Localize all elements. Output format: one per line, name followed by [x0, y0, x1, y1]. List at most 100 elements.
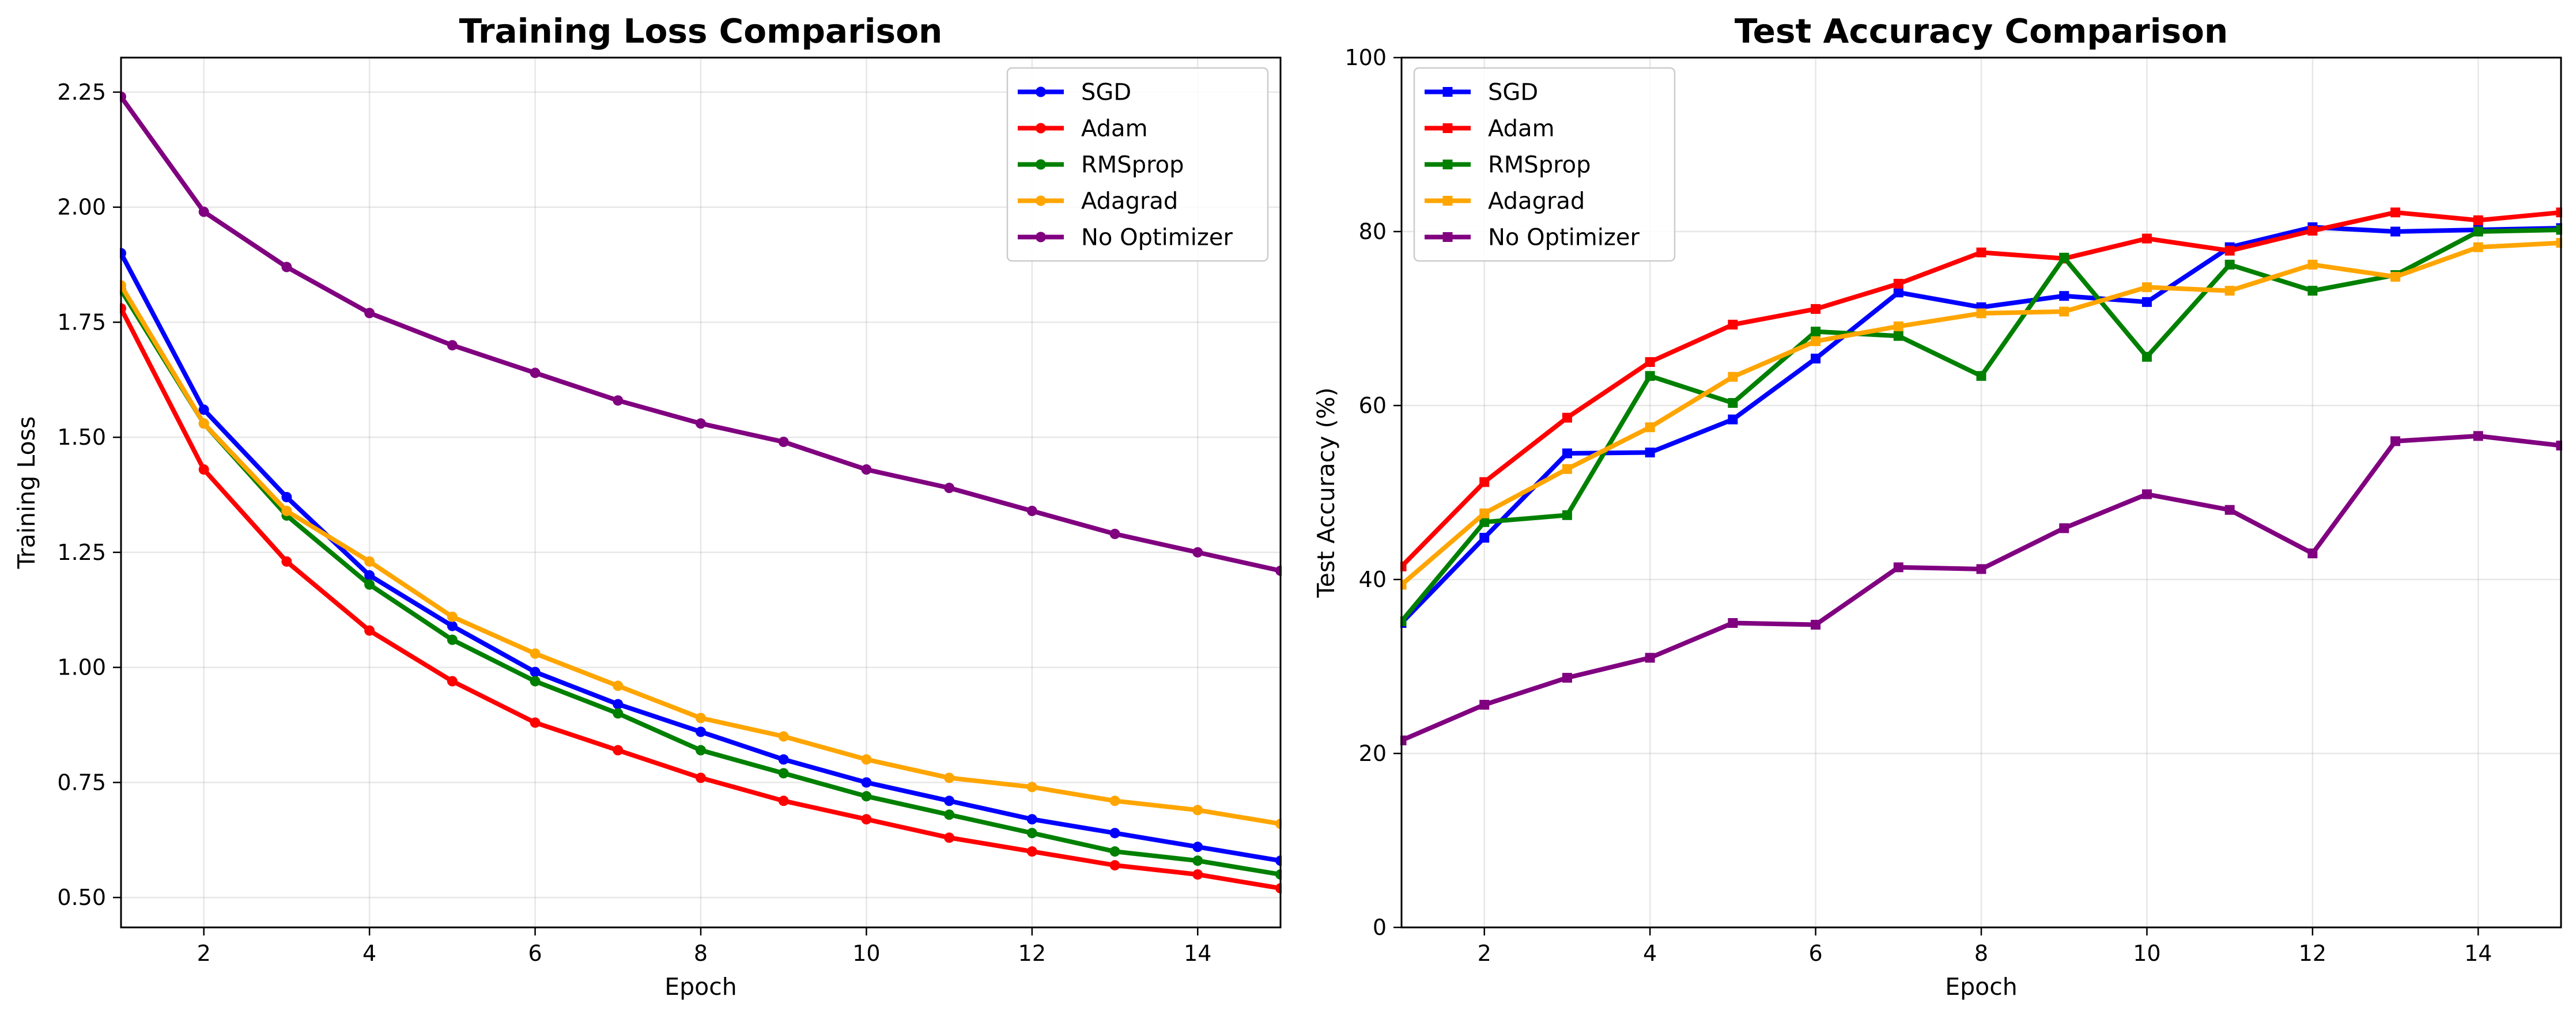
loss-y-axis-label: Training Loss	[13, 416, 40, 570]
accuracy-series-adam-point-12	[2390, 207, 2401, 218]
loss-series-no-optimizer-point-2	[281, 262, 292, 272]
loss-x-tick-label-3: 8	[694, 941, 708, 966]
loss-series-adagrad-point-7	[696, 713, 706, 723]
loss-legend-box	[1006, 67, 1269, 262]
accuracy-legend-marker-sgd	[1442, 87, 1453, 97]
loss-series-rmsprop-point-4	[447, 634, 458, 645]
loss-series-adagrad-point-10	[944, 772, 955, 783]
accuracy-series-sgd-point-2	[1562, 448, 1572, 459]
accuracy-y-tick-label-4: 80	[1359, 219, 1387, 244]
loss-series-no-optimizer-point-3	[364, 308, 375, 319]
loss-x-tick-label-2: 6	[528, 941, 542, 966]
accuracy-series-no-optimizer-point-3	[1645, 653, 1655, 663]
accuracy-series-no-optimizer-point-5	[1811, 620, 1821, 630]
accuracy-legend-item-no-optimizer: No Optimizer	[1425, 225, 1640, 251]
loss-series-adam-point-12	[1109, 860, 1120, 871]
loss-series-adagrad-point-9	[861, 754, 872, 765]
loss-series-rmsprop-point-8	[778, 768, 789, 779]
accuracy-series-rmsprop-point-7	[1976, 371, 1986, 381]
accuracy-series-no-optimizer-point-14	[2556, 440, 2562, 450]
accuracy-y-axis-label: Test Accuracy (%)	[1312, 388, 1340, 598]
loss-y-tick-label-4: 1.50	[57, 425, 106, 450]
loss-series-adam-point-3	[364, 625, 375, 636]
loss-series-sgd-point-6	[613, 699, 624, 710]
accuracy-series-rmsprop-point-1	[1479, 517, 1490, 527]
accuracy-legend-label-adagrad: Adagrad	[1488, 188, 1585, 215]
loss-series-adagrad-point-4	[447, 611, 458, 622]
accuracy-legend-marker-no-optimizer	[1442, 232, 1453, 242]
loss-series-sgd-point-8	[778, 754, 789, 765]
accuracy-series-adagrad-point-14	[2556, 238, 2562, 248]
loss-series-adagrad-point-6	[613, 680, 624, 691]
accuracy-series-adam-point-5	[1811, 304, 1821, 314]
loss-series-adam-point-1	[198, 464, 209, 475]
loss-legend-item-rmsprop: RMSprop	[1018, 152, 1184, 179]
loss-series-adam-point-9	[861, 814, 872, 825]
accuracy-legend-box	[1413, 67, 1676, 262]
loss-series-adam-point-6	[613, 745, 624, 756]
accuracy-series-no-optimizer-point-0	[1400, 735, 1407, 745]
loss-series-adagrad-point-13	[1192, 805, 1203, 816]
accuracy-x-tick-label-0: 2	[1478, 941, 1491, 966]
loss-y-tick-label-3: 1.25	[57, 540, 106, 565]
accuracy-x-tick-label-2: 6	[1808, 941, 1822, 966]
accuracy-x-tick-label-6: 14	[2464, 941, 2492, 966]
accuracy-series-adagrad-point-8	[2059, 306, 2069, 317]
loss-legend-item-sgd: SGD	[1018, 79, 1131, 106]
accuracy-legend-item-sgd: SGD	[1425, 79, 1538, 106]
loss-series-sgd-point-12	[1109, 828, 1120, 839]
accuracy-legend-label-sgd: SGD	[1488, 79, 1538, 106]
accuracy-series-adagrad-point-10	[2224, 286, 2235, 296]
loss-series-adam-point-4	[447, 676, 458, 687]
loss-series-sgd-point-11	[1026, 814, 1037, 825]
accuracy-series-sgd-point-3	[1645, 448, 1655, 458]
loss-series-rmsprop-point-6	[613, 708, 624, 719]
loss-series-adagrad-point-1	[198, 418, 209, 429]
loss-legend-item-adam: Adam	[1018, 116, 1148, 142]
accuracy-series-adagrad-point-9	[2141, 282, 2152, 293]
accuracy-series-rmsprop-point-10	[2224, 259, 2235, 270]
accuracy-series-adagrad-point-6	[1893, 321, 1903, 332]
loss-series-group	[120, 91, 1282, 894]
loss-series-adam-point-8	[778, 795, 789, 806]
loss-series-rmsprop-point-12	[1109, 846, 1120, 857]
accuracy-legend-marker-adagrad	[1442, 196, 1453, 206]
accuracy-series-adagrad-point-12	[2390, 272, 2401, 282]
loss-series-no-optimizer-point-9	[861, 464, 872, 475]
accuracy-series-no-optimizer-point-1	[1479, 699, 1490, 710]
accuracy-series-adagrad-point-3	[1645, 422, 1655, 433]
accuracy-series-sgd-point-6	[1893, 287, 1903, 298]
accuracy-legend-label-rmsprop: RMSprop	[1488, 152, 1591, 179]
loss-legend-label-no-optimizer: No Optimizer	[1081, 225, 1233, 251]
accuracy-series-group	[1400, 207, 2562, 745]
loss-chart: 2 4 6 8 10 12 14 0.50 0.75 1.00 1.25 1.50 1.75 2.00 2.…	[13, 12, 1282, 1001]
accuracy-series-rmsprop-point-11	[2307, 286, 2318, 296]
loss-y-tick-label-7: 2.25	[57, 79, 106, 105]
loss-legend-item-no-optimizer: No Optimizer	[1018, 225, 1233, 251]
loss-x-axis-label: Epoch	[664, 973, 737, 1001]
accuracy-series-no-optimizer-point-7	[1976, 564, 1986, 574]
loss-y-tick-label-2: 1.00	[57, 655, 106, 680]
loss-legend-marker-adam	[1036, 123, 1046, 134]
loss-series-rmsprop-point-7	[696, 745, 706, 756]
accuracy-y-tick-label-3: 60	[1359, 393, 1387, 418]
loss-legend-label-adagrad: Adagrad	[1081, 188, 1178, 215]
accuracy-x-axis-label: Epoch	[1945, 973, 2018, 1001]
accuracy-legend-marker-adam	[1442, 123, 1453, 133]
loss-series-adagrad-point-12	[1109, 795, 1120, 806]
loss-series-sgd-point-2	[281, 491, 292, 502]
loss-series-sgd-point-3	[364, 570, 375, 581]
loss-y-tick-label-1: 0.75	[57, 770, 106, 795]
loss-series-sgd-point-7	[696, 726, 706, 737]
accuracy-series-sgd-point-1	[1479, 533, 1490, 543]
accuracy-x-tick-label-3: 8	[1974, 941, 1988, 966]
accuracy-series-no-optimizer-point-8	[2059, 523, 2069, 533]
accuracy-series-adam-point-7	[1976, 247, 1986, 257]
loss-series-no-optimizer-point-10	[944, 483, 955, 494]
loss-series-sgd-point-4	[447, 620, 458, 631]
accuracy-series-rmsprop-point-13	[2473, 226, 2483, 237]
loss-series-rmsprop-point-5	[530, 676, 541, 687]
loss-series-no-optimizer-point-1	[198, 206, 209, 217]
loss-series-adam-point-5	[530, 717, 541, 728]
loss-series-adam-point-13	[1192, 869, 1203, 880]
